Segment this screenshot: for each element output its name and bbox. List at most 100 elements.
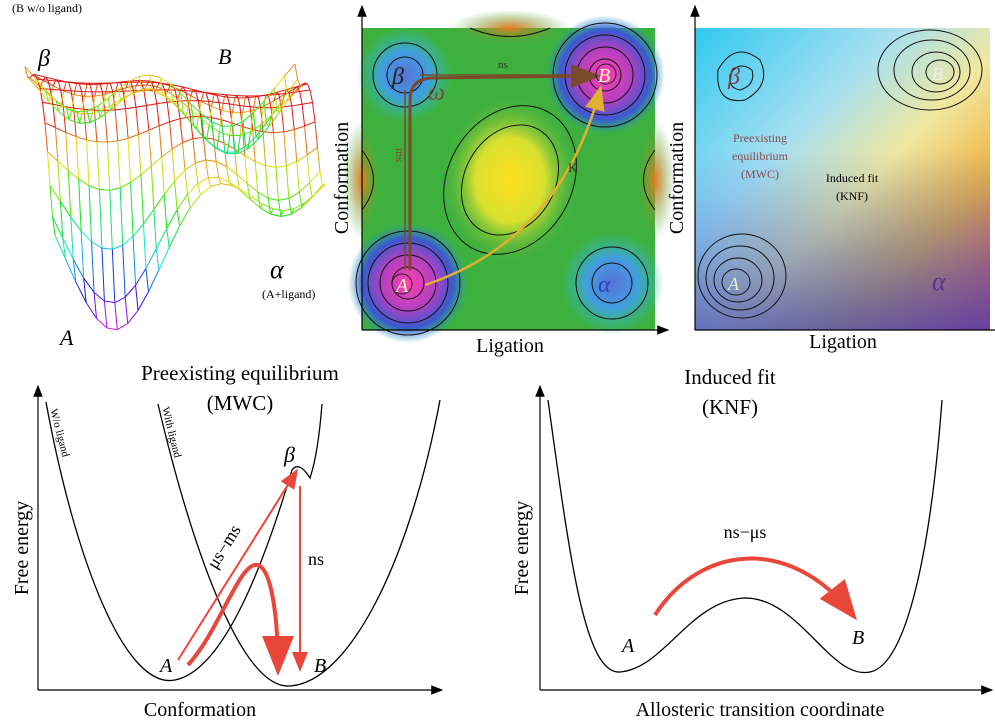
mesh-line [64, 82, 67, 91]
label: (KNF) [836, 189, 868, 203]
mesh-line [105, 84, 108, 95]
mesh-line [201, 92, 204, 101]
mesh-line [227, 95, 237, 96]
mesh-line [286, 166, 289, 198]
mesh-line [110, 188, 120, 190]
mesh-line [133, 224, 143, 236]
curve-label: With ligand [159, 406, 183, 460]
mesh-line [92, 242, 95, 293]
mesh-line [48, 96, 51, 100]
mesh-line [315, 185, 325, 195]
mesh-line [313, 102, 316, 122]
curve-label: W/o ligand [47, 408, 71, 459]
mesh-line [110, 190, 113, 249]
mesh-line [107, 141, 117, 142]
mesh-line [154, 209, 157, 248]
mesh-line [69, 111, 72, 120]
mesh-line [278, 198, 288, 200]
mesh-line [112, 249, 115, 302]
mesh-line [186, 107, 189, 116]
mesh-line [180, 208, 190, 226]
mesh-line [167, 102, 170, 121]
mesh-line [294, 126, 304, 130]
plot-title: Preexisting equilibrium [141, 361, 339, 385]
mesh-line [238, 135, 241, 153]
mesh-line [222, 126, 225, 152]
mesh-line [74, 95, 84, 97]
mesh-line [104, 301, 114, 303]
mesh-line [297, 155, 307, 162]
mesh-line [300, 90, 310, 91]
mesh-line [133, 236, 136, 285]
contour-map [342, 10, 675, 343]
mesh-line [268, 95, 271, 107]
mesh-line [136, 268, 146, 285]
mesh-line [274, 76, 284, 89]
mesh-line [281, 214, 291, 216]
mesh-line [128, 135, 138, 139]
mesh-line [95, 94, 105, 96]
mesh-line [229, 104, 239, 105]
mesh-line [175, 181, 178, 210]
mesh-line [300, 91, 303, 104]
mesh-line [258, 192, 268, 198]
mesh-line [224, 97, 234, 98]
mesh-line [69, 82, 79, 83]
mesh-line [308, 84, 311, 90]
mesh-line [115, 109, 125, 110]
mesh-line [144, 90, 147, 105]
mesh-line [68, 171, 71, 217]
mesh-line [115, 297, 125, 303]
mesh-line [146, 249, 156, 269]
mesh-line [107, 142, 110, 190]
mesh-line [126, 107, 136, 109]
mesh-line [162, 149, 172, 157]
mesh-line [208, 178, 211, 187]
mesh-line [281, 107, 284, 132]
mesh-line [108, 98, 111, 110]
mesh-line [214, 95, 224, 97]
mesh-line [79, 179, 82, 231]
mesh-line [123, 236, 133, 245]
mesh-line [141, 175, 144, 224]
mesh-line [217, 94, 227, 95]
mesh-line [102, 248, 105, 301]
mesh-line [212, 95, 215, 107]
mesh-line [167, 210, 177, 229]
mesh-line [195, 163, 198, 184]
mesh-line [310, 90, 313, 102]
mesh-line [266, 166, 269, 198]
mesh-line [128, 310, 138, 323]
mesh-line [138, 292, 148, 311]
label: β [391, 64, 404, 90]
label: α [932, 267, 947, 296]
mesh-line [263, 101, 273, 106]
mesh-line [164, 181, 174, 195]
mesh-line [222, 120, 232, 123]
mesh-line [50, 186, 53, 217]
mesh-line [211, 184, 221, 187]
label: ns−μs [724, 522, 767, 542]
mesh-line [240, 106, 250, 107]
mesh-line [81, 231, 84, 278]
mesh-line [115, 110, 118, 141]
mesh-line [183, 139, 193, 143]
mesh-line [168, 86, 171, 92]
mesh-line [60, 201, 63, 238]
mesh-line [299, 183, 309, 192]
mesh-line [198, 101, 208, 102]
mesh-line [307, 147, 317, 155]
mesh-line [245, 155, 248, 183]
mesh-line [178, 101, 188, 102]
mesh-line [125, 285, 135, 297]
mesh-line [180, 117, 190, 119]
mesh-line [283, 209, 293, 211]
mesh-line [209, 101, 219, 102]
mesh-line [149, 130, 152, 166]
mesh-line [159, 126, 162, 157]
mesh-line [136, 285, 139, 310]
mesh-line [276, 166, 286, 167]
mesh-line [292, 106, 295, 130]
mesh-line [143, 209, 153, 223]
mesh-line [188, 183, 198, 194]
